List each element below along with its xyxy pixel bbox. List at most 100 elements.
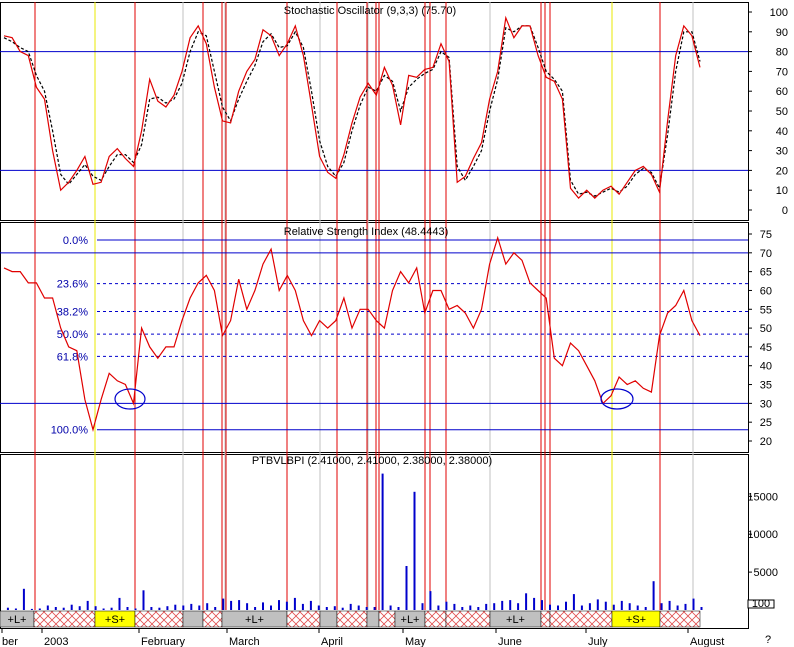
volume-bar <box>365 607 368 610</box>
volume-bar <box>676 605 679 610</box>
highlight-ellipse <box>600 388 634 410</box>
y-tick-label: 5000 <box>754 567 778 579</box>
volume-bar <box>285 601 288 610</box>
y-tick-label: 40 <box>760 361 772 373</box>
y-tick-label: 40 <box>776 126 788 138</box>
volume-bar <box>341 607 344 610</box>
y-tick-label: 10000 <box>747 529 778 541</box>
volume-bar <box>373 607 376 610</box>
volume-bar <box>397 607 400 610</box>
volume-bar <box>174 604 177 610</box>
signal-band <box>202 610 223 628</box>
x-tick-label: May <box>405 636 426 647</box>
volume-bar <box>126 607 129 610</box>
signal-band <box>549 610 613 628</box>
x-tick-label: June <box>498 636 522 647</box>
volume-bar <box>94 606 97 610</box>
volume-bar <box>262 602 264 610</box>
band-label: +L+ <box>401 614 420 626</box>
volume-bar <box>692 598 695 610</box>
y-tick-label: 20 <box>760 436 772 448</box>
y-tick-label: 45 <box>760 342 772 354</box>
y-tick-label: 55 <box>760 304 772 316</box>
volume-bar <box>612 604 615 610</box>
band-label: +S+ <box>626 614 646 626</box>
volume-bar <box>301 603 304 610</box>
x-tick-label: March <box>229 636 260 647</box>
volume-bar <box>437 605 440 610</box>
chart-title: Relative Strength Index (48.4443) <box>284 226 449 238</box>
volume-bar <box>652 581 655 610</box>
y-tick-label: 75 <box>760 229 772 241</box>
volume-bar <box>421 603 424 610</box>
y-tick-label: 20 <box>776 165 788 177</box>
volume-bar <box>469 605 472 610</box>
volume-bar <box>700 607 703 610</box>
scale-box-label: 100 <box>752 598 770 610</box>
series-line-k <box>3 15 701 199</box>
volume-bar <box>533 597 536 610</box>
y-tick-label: 50 <box>776 106 788 118</box>
series-line-d <box>3 25 701 197</box>
volume-bar <box>580 605 583 610</box>
y-tick-label: 90 <box>776 27 788 39</box>
highlight-ellipse <box>114 388 146 410</box>
series-line-rsi <box>3 235 701 433</box>
y-tick-label: 60 <box>776 86 788 98</box>
volume-bar <box>604 601 607 610</box>
volume-bar <box>222 598 225 610</box>
volume-bar <box>541 600 543 610</box>
volume-bar <box>333 606 336 610</box>
fib-label: 100.0% <box>51 425 89 437</box>
volume-bar <box>190 603 193 610</box>
volume-bar <box>6 607 9 610</box>
volume-bar <box>86 600 89 610</box>
volume-bar <box>509 600 512 610</box>
volume-bar <box>46 605 49 610</box>
volume-bar <box>389 605 392 610</box>
y-tick-label: 0 <box>782 205 788 217</box>
volume-bar <box>405 566 408 610</box>
signal-band <box>540 610 551 628</box>
volume-bar <box>38 608 41 610</box>
fib-label: 23.6% <box>57 279 88 291</box>
volume-bar <box>22 588 25 610</box>
x-tick-label: April <box>321 636 343 647</box>
volume-bar <box>166 606 169 610</box>
fib-label: 38.2% <box>57 307 88 319</box>
signal-band <box>378 610 396 628</box>
scale-box <box>747 599 775 609</box>
volume-bar <box>309 600 312 610</box>
volume-bar <box>485 603 488 610</box>
y-tick-label: 30 <box>760 398 772 410</box>
volume-bar <box>572 594 575 610</box>
volume-bar <box>501 600 504 610</box>
y-tick-label: 10 <box>776 185 788 197</box>
volume-bar <box>270 605 272 610</box>
volume-bar <box>525 593 528 610</box>
volume-bar <box>517 603 520 610</box>
volume-bar <box>628 603 631 610</box>
y-tick-label: 100 <box>770 7 788 19</box>
signal-band <box>366 610 380 628</box>
band-label: +S+ <box>105 614 125 626</box>
volume-bar <box>62 607 65 610</box>
volume-bar <box>182 605 185 610</box>
y-tick-label: 50 <box>760 323 772 335</box>
x-tick-label: August <box>690 636 724 647</box>
volume-bar <box>644 607 647 610</box>
volume-bar <box>620 600 623 610</box>
panel-frame <box>0 2 749 221</box>
y-tick-label: 65 <box>760 267 772 279</box>
volume-bar <box>445 601 448 610</box>
volume-bar <box>325 607 328 610</box>
x-tick-label: 2003 <box>44 636 68 647</box>
volume-bar <box>14 608 17 610</box>
volume-bar <box>150 607 153 610</box>
volume-bar <box>549 604 551 610</box>
volume-bar <box>214 607 217 610</box>
y-tick-label: 70 <box>760 248 772 260</box>
signal-band <box>319 610 338 628</box>
band-label: +L+ <box>8 614 27 626</box>
